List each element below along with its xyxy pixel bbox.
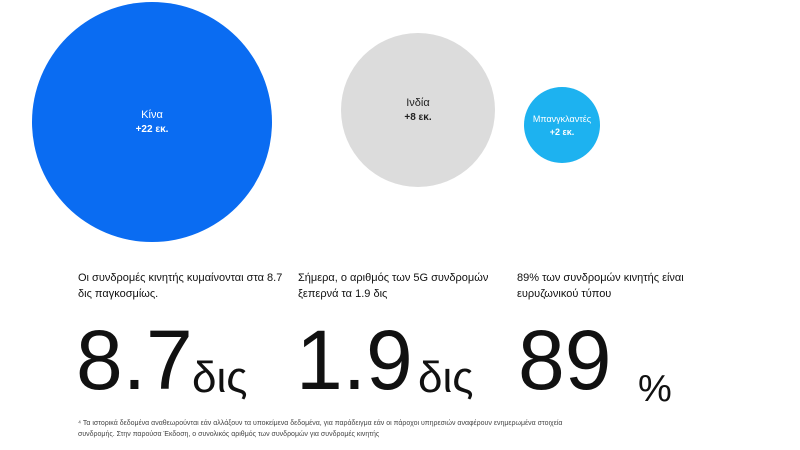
stat-description: Σήμερα, ο αριθμός των 5G συνδρομών ξεπερ… [298, 272, 489, 300]
stat-number: 1.9 [296, 313, 413, 407]
stat-number: 8.7 [76, 313, 193, 407]
footnote: ⁴ Τα ιστορικά δεδομένα αναθεωρούνται εάν… [78, 420, 563, 438]
bubble-value: +22 εκ. [135, 124, 169, 135]
stat-description: 89% των συνδρομών κινητής είναι ευρυζωνι… [517, 272, 684, 300]
stat-unit: δις [418, 353, 474, 402]
bubble-china: Κίνα +22 εκ. [32, 2, 272, 242]
stat-unit: % [638, 368, 672, 410]
bubble-india: Ινδία +8 εκ. [341, 33, 495, 187]
bubble-bangladesh: Μπανγκλαντές +2 εκ. [524, 87, 600, 163]
bubble-label: Μπανγκλαντές [532, 113, 592, 124]
stat-description: Οι συνδρομές κινητής κυμαίνονται στα 8.7… [78, 272, 283, 300]
bubble-label: Ινδία [406, 97, 430, 109]
bubble-value: +2 εκ. [549, 126, 575, 137]
bubble-value: +8 εκ. [404, 112, 432, 123]
stat-number: 89 [518, 313, 612, 407]
stat-unit: δις [192, 353, 248, 402]
bubble-label: Κίνα [141, 109, 163, 121]
